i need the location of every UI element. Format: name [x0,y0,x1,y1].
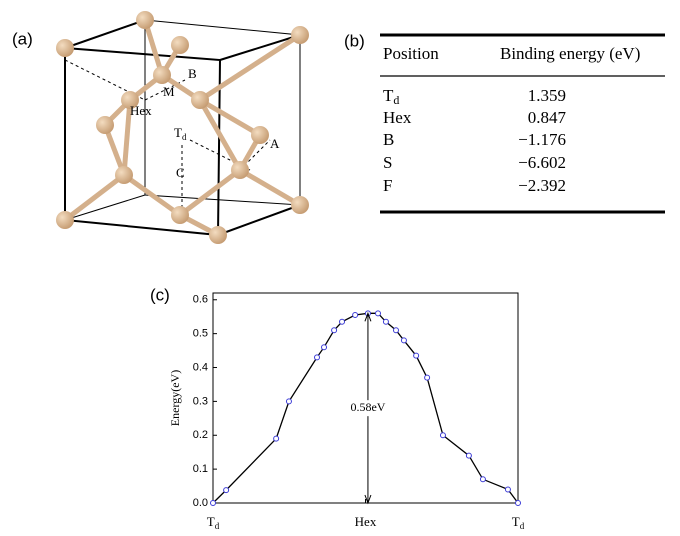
x-tick-text: Hex [355,514,377,529]
y-tick-label: 0.5 [193,328,208,340]
y-tick-label: 0.1 [193,463,208,475]
marker [414,353,419,358]
atoms [56,11,309,244]
x-tick-label: Hex [355,514,377,529]
dashed-paths [65,60,270,210]
x-tick-subscript: d [215,521,220,531]
cube-edge [65,195,145,220]
y-axis-label: Energy(eV) [168,370,182,426]
site-label: B [188,66,197,81]
panel-label: (c) [150,285,170,304]
marker [401,338,406,343]
x-tick-subscript: d [520,521,525,531]
site-label: Td [174,125,187,142]
marker [353,313,358,318]
figure: (a) (b) (c) B M Hex Td A [0,0,680,536]
table-cell: B [383,130,394,149]
marker [394,328,399,333]
marker [332,328,337,333]
marker [211,501,216,506]
site-label: M [163,84,175,99]
chart: Energy(eV) 0.0 0.1 0.2 0.3 0.4 0.5 0.6 Td Hex Td 0… [168,293,525,531]
marker [286,399,291,404]
table-cell: −2.392 [518,176,566,195]
table: Position Binding energy (eV) Td 1.359 He… [380,35,665,212]
marker [383,319,388,324]
table-cell: 0.847 [528,108,567,127]
marker [376,311,381,316]
table-cell: S [383,153,392,172]
cube-face [65,48,220,235]
y-tick-label: 0.0 [193,497,208,509]
marker [440,433,445,438]
marker [274,436,279,441]
marker [315,355,320,360]
site-label: A [270,136,280,151]
figure-svg: (a) (b) (c) B M Hex Td A [0,0,680,536]
panel-label: (b) [344,31,365,50]
marker [516,501,521,506]
cube-edge [218,205,300,235]
table-cell: Td [383,86,399,107]
y-tick-label: 0.3 [193,395,208,407]
cube-edge [220,35,300,60]
y-tick-label: 0.4 [193,361,208,373]
marker [466,453,471,458]
x-tick-text: T [207,514,215,529]
panel-label: (a) [12,29,33,48]
y-tick-label: 0.2 [193,429,208,441]
y-tick-label: 0.6 [193,294,208,306]
marker [480,477,485,482]
table-cell: F [383,176,392,195]
plot-frame [213,293,518,503]
site-label: C [176,165,185,180]
marker [340,319,345,324]
cube-edge [65,20,145,48]
table-cell: Hex [383,108,412,127]
marker [322,345,327,350]
table-cell: 1.359 [528,86,566,105]
x-tick-label: Td [512,514,525,531]
annotation-text: 0.58eV [350,400,385,414]
marker [224,488,229,493]
table-cell: −1.176 [518,130,566,149]
table-cell: −6.602 [518,153,566,172]
marker [425,375,430,380]
table-header: Position [383,44,439,63]
site-label: Hex [130,103,152,118]
x-tick-label: Td [207,514,220,531]
x-tick-text: T [512,514,520,529]
table-header: Binding energy (eV) [500,44,640,63]
marker [505,487,510,492]
